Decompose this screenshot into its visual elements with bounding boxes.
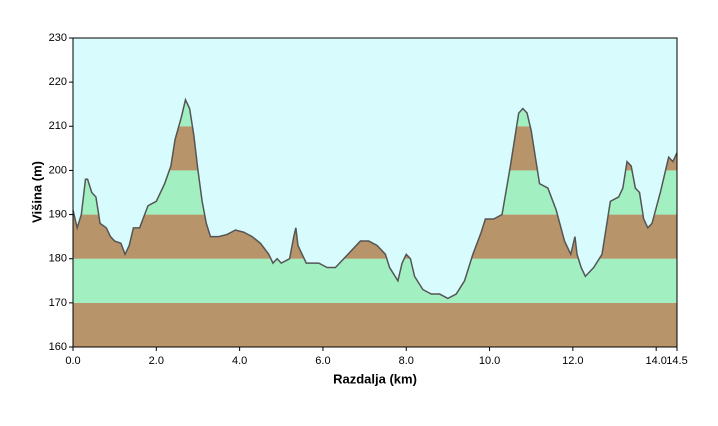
y-tick-label: 160 <box>49 341 67 353</box>
y-axis-title: Višina (m) <box>29 161 44 223</box>
x-tick-label: 10.0 <box>479 355 500 367</box>
elevation-band <box>73 302 677 347</box>
y-tick-label: 210 <box>49 120 67 132</box>
x-tick-label: 12.0 <box>562 355 583 367</box>
elevation-band <box>73 258 677 303</box>
y-tick-label: 230 <box>49 32 67 44</box>
y-tick-label: 190 <box>49 208 67 220</box>
x-axis-title: Razdalja (km) <box>333 371 417 386</box>
x-tick-label: 14.0 <box>645 355 666 367</box>
x-tick-label: 6.0 <box>315 355 330 367</box>
x-tick-label: 2.0 <box>149 355 164 367</box>
x-tick-label: 4.0 <box>232 355 247 367</box>
y-tick-label: 180 <box>49 253 67 265</box>
y-tick-label: 220 <box>49 76 67 88</box>
x-tick-label: 14.5 <box>666 355 687 367</box>
y-tick-label: 200 <box>49 164 67 176</box>
y-tick-label: 170 <box>49 297 67 309</box>
x-tick-label: 8.0 <box>399 355 414 367</box>
x-tick-label: 0.0 <box>65 355 80 367</box>
elevation-line <box>72 97 678 300</box>
plot-frame <box>72 37 678 348</box>
